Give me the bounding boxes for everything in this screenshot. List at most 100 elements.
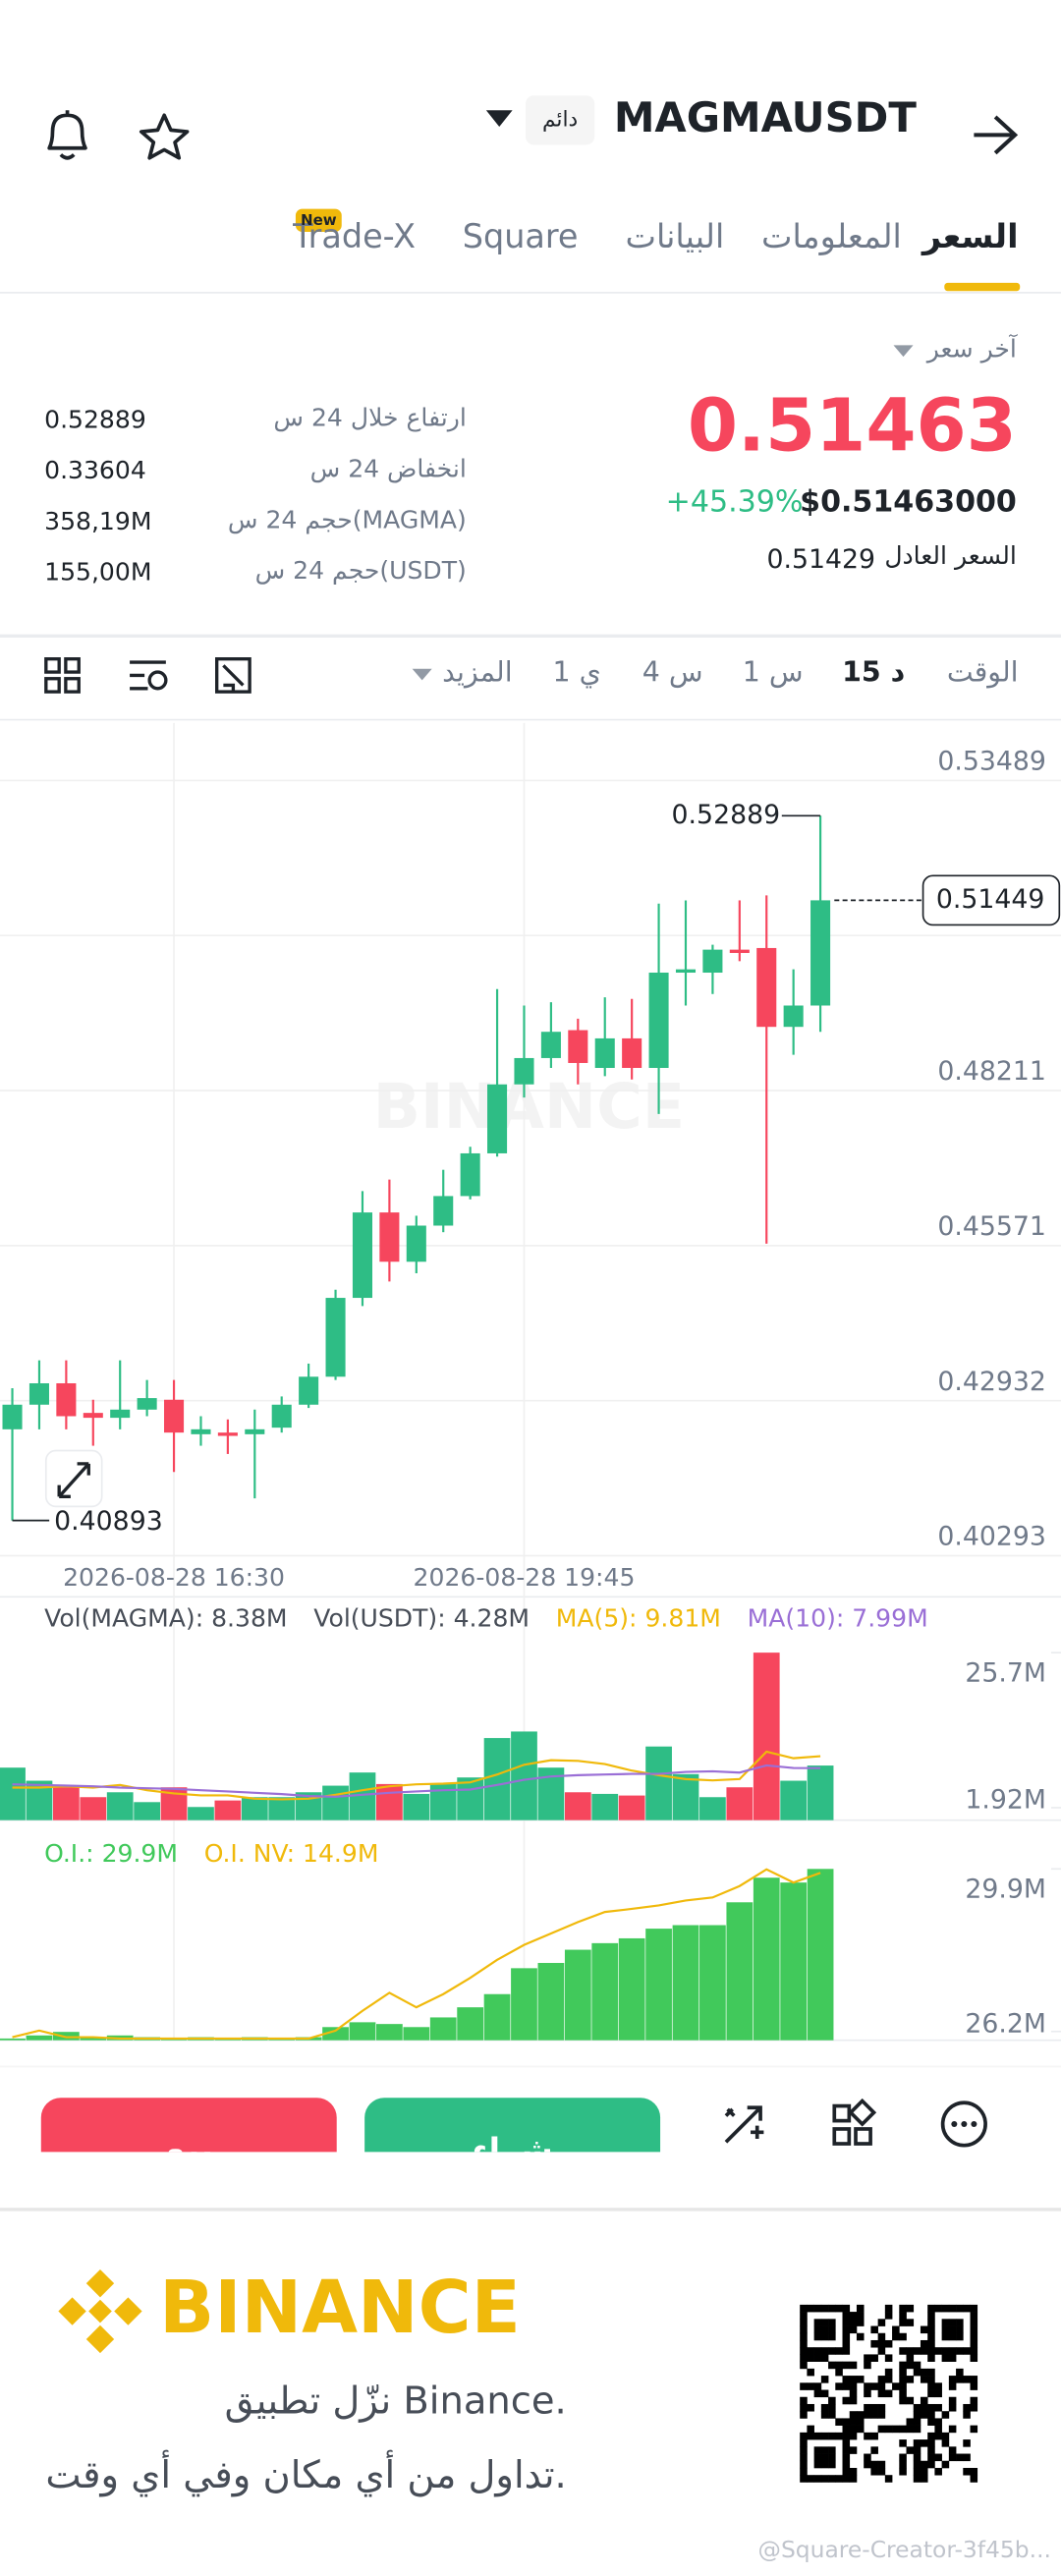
qr-module	[927, 2325, 935, 2334]
qr-module	[899, 2467, 907, 2476]
qr-module	[927, 2439, 935, 2447]
interval[interactable]: 1 س	[743, 656, 804, 689]
interval[interactable]: المزيد	[442, 656, 512, 689]
back-arrow[interactable]	[974, 115, 1019, 155]
settings-icon[interactable]	[130, 660, 166, 691]
qr-module	[877, 2425, 886, 2434]
y-tick-label: 1.92M	[965, 1785, 1046, 1816]
qr-module	[842, 2376, 851, 2383]
interval[interactable]: 15 د	[842, 656, 905, 689]
bar	[134, 1802, 161, 1820]
qr-module	[828, 2304, 836, 2313]
qr-module	[849, 2361, 858, 2370]
qr-module	[963, 2453, 971, 2462]
qr-module	[820, 2376, 829, 2383]
buy-button[interactable]	[364, 2098, 661, 2180]
qr-module	[820, 2325, 829, 2334]
tab[interactable]: المعلومات	[761, 217, 902, 255]
bar	[618, 1937, 645, 2041]
tab[interactable]: السعر	[921, 217, 1019, 256]
qr-module	[920, 2411, 928, 2419]
qr-module	[970, 2382, 978, 2390]
more-icon[interactable]	[940, 2100, 987, 2148]
qr-module	[842, 2339, 851, 2348]
qr-module	[864, 2453, 871, 2462]
qr-module	[800, 2460, 808, 2469]
tool-icon[interactable]	[724, 2105, 764, 2144]
interval[interactable]: 1 ي	[553, 656, 601, 689]
qr-module	[800, 2319, 808, 2326]
candle-body	[594, 1037, 615, 1068]
qr-module	[920, 2347, 928, 2355]
legend-entry: MA(5): 9.81M	[556, 1604, 721, 1633]
dropdown-icon[interactable]	[412, 668, 432, 681]
qr-module	[807, 2432, 814, 2440]
qr-module	[906, 2347, 915, 2355]
qr-module	[941, 2439, 950, 2447]
qr-module	[842, 2396, 851, 2405]
bell-icon[interactable]	[47, 110, 87, 160]
qr-module	[899, 2361, 907, 2370]
qr-module	[820, 2403, 829, 2412]
qr-module	[849, 2425, 858, 2434]
qr-module	[927, 2319, 935, 2326]
qr-module	[800, 2347, 808, 2355]
qr-module	[828, 2361, 836, 2370]
qr-module	[820, 2347, 829, 2355]
qr-module	[941, 2332, 950, 2341]
qr-module	[956, 2319, 964, 2326]
qr-module	[956, 2376, 964, 2383]
bar	[429, 2017, 457, 2041]
bar	[457, 1777, 484, 1820]
candle-body	[406, 1225, 426, 1262]
bar	[349, 2022, 376, 2041]
last-price-label: 0.51449	[936, 884, 1045, 915]
qr-module	[835, 2361, 843, 2370]
star-icon[interactable]	[139, 113, 190, 160]
candle-body	[271, 1404, 292, 1428]
bar	[699, 1925, 726, 2041]
badge-bg	[525, 95, 595, 145]
qr-module	[820, 2453, 829, 2462]
qr-module	[899, 2460, 907, 2469]
qr-module	[877, 2382, 886, 2390]
logo-part	[58, 2297, 86, 2325]
qr-module	[800, 2475, 808, 2483]
qr-module	[842, 2382, 851, 2390]
qr-module	[948, 2396, 957, 2405]
bar	[214, 1800, 242, 1820]
last-label: آخر سعر	[925, 333, 1018, 363]
qr-module	[948, 2332, 957, 2341]
tab[interactable]: Square	[463, 217, 579, 255]
candle-body	[568, 1030, 588, 1063]
qr-module	[842, 2347, 851, 2355]
qr-module	[800, 2361, 808, 2370]
candle-body	[622, 1037, 642, 1068]
grid-icon[interactable]	[44, 657, 61, 674]
apps-icon-part	[854, 2127, 872, 2146]
low-label: 0.40893	[54, 1506, 163, 1537]
qr-module	[913, 2347, 921, 2355]
bar	[807, 1869, 834, 2041]
dropdown-icon[interactable]	[893, 345, 914, 358]
sell-button[interactable]	[40, 2098, 337, 2180]
qr-module	[856, 2411, 865, 2419]
new-badge: New	[301, 211, 337, 229]
interval[interactable]: 4 س	[642, 656, 703, 689]
qr-module	[856, 2319, 865, 2326]
dropdown-icon[interactable]	[485, 110, 513, 128]
qr-module	[864, 2389, 871, 2398]
qr-module	[820, 2389, 829, 2398]
qr-module	[927, 2347, 935, 2355]
tab[interactable]: البيانات	[625, 217, 724, 255]
qr-module	[820, 2432, 829, 2440]
qr-module	[813, 2446, 822, 2454]
promo-line: تداول من أي مكان وفي أي وقت.	[45, 2450, 566, 2497]
tab[interactable]: Trade-X	[292, 217, 416, 255]
qr-module	[927, 2460, 935, 2469]
qr-module	[877, 2389, 886, 2398]
candle-body	[325, 1298, 346, 1377]
qr-module	[920, 2325, 928, 2334]
qr-module	[800, 2439, 808, 2447]
